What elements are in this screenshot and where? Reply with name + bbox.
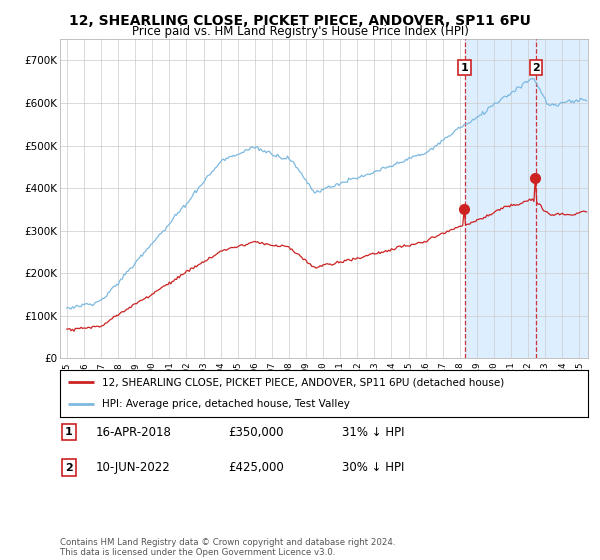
Text: 16-APR-2018: 16-APR-2018 <box>96 426 172 439</box>
Text: 2: 2 <box>65 463 73 473</box>
Text: 1: 1 <box>65 427 73 437</box>
Text: Price paid vs. HM Land Registry's House Price Index (HPI): Price paid vs. HM Land Registry's House … <box>131 25 469 38</box>
Text: Contains HM Land Registry data © Crown copyright and database right 2024.
This d: Contains HM Land Registry data © Crown c… <box>60 538 395 557</box>
Text: 12, SHEARLING CLOSE, PICKET PIECE, ANDOVER, SP11 6PU: 12, SHEARLING CLOSE, PICKET PIECE, ANDOV… <box>69 14 531 28</box>
Bar <box>465 39 536 358</box>
Text: 2: 2 <box>532 63 540 73</box>
Bar <box>536 39 588 358</box>
Text: 1: 1 <box>461 63 469 73</box>
Text: 30% ↓ HPI: 30% ↓ HPI <box>342 461 404 474</box>
Text: 10-JUN-2022: 10-JUN-2022 <box>96 461 171 474</box>
Text: HPI: Average price, detached house, Test Valley: HPI: Average price, detached house, Test… <box>102 399 350 409</box>
Text: 31% ↓ HPI: 31% ↓ HPI <box>342 426 404 439</box>
Text: £350,000: £350,000 <box>228 426 284 439</box>
Text: £425,000: £425,000 <box>228 461 284 474</box>
Text: 12, SHEARLING CLOSE, PICKET PIECE, ANDOVER, SP11 6PU (detached house): 12, SHEARLING CLOSE, PICKET PIECE, ANDOV… <box>102 377 505 388</box>
